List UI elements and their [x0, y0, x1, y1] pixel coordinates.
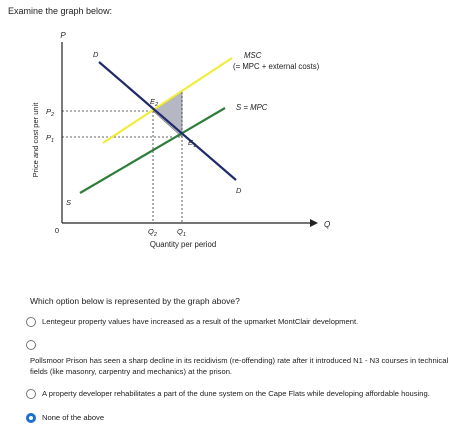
e2-label: E2	[150, 97, 158, 108]
demand-top-label: D	[93, 50, 99, 59]
x-axis-arrow	[310, 219, 318, 227]
demand-bottom-label: D	[236, 186, 242, 195]
p1-label: P1	[46, 133, 54, 144]
q1-label: Q1	[177, 227, 186, 238]
option-d[interactable]: None of the above	[26, 412, 104, 423]
option-c-radio[interactable]	[26, 389, 36, 399]
q2-label: Q2	[148, 227, 157, 238]
e1-label: E1	[188, 138, 196, 149]
option-c-text: A property developer rehabilitates a par…	[42, 389, 430, 398]
s-mpc-label: S = MPC	[236, 103, 268, 112]
option-a-text: Lentegeur property values have increased…	[42, 317, 359, 326]
y-axis-letter: P	[60, 31, 66, 40]
x-axis-title: Quantity per period	[150, 240, 216, 249]
option-c[interactable]: A property developer rehabilitates a par…	[26, 388, 430, 399]
option-d-text: None of the above	[42, 413, 105, 422]
msc-sub-label: (= MPC + external costs)	[233, 62, 320, 71]
option-d-radio[interactable]	[26, 413, 36, 423]
demand-curve	[98, 61, 237, 181]
supply-mpc-curve	[79, 107, 226, 194]
option-a[interactable]: Lentegeur property values have increased…	[26, 316, 358, 327]
externality-graph: P Q 0 Price and cost per unit Quantity p…	[31, 31, 330, 249]
guide-lines	[62, 92, 183, 223]
option-b[interactable]: Pollsmoor Prison has seen a sharp declin…	[26, 340, 450, 377]
option-b-radio[interactable]	[26, 340, 36, 350]
origin-label: 0	[55, 226, 59, 235]
msc-label: MSC	[244, 51, 262, 60]
question-text: Which option below is represented by the…	[30, 296, 240, 306]
option-a-radio[interactable]	[26, 317, 36, 327]
y-axis-title: Price and cost per unit	[31, 102, 40, 178]
p2-label: P2	[46, 107, 54, 118]
supply-bottom-label: S	[66, 198, 71, 207]
question-prompt: Examine the graph below:	[8, 6, 113, 16]
msc-curve	[102, 57, 233, 144]
x-axis-letter: Q	[324, 220, 330, 229]
option-b-text: Pollsmoor Prison has seen a sharp declin…	[30, 356, 449, 376]
